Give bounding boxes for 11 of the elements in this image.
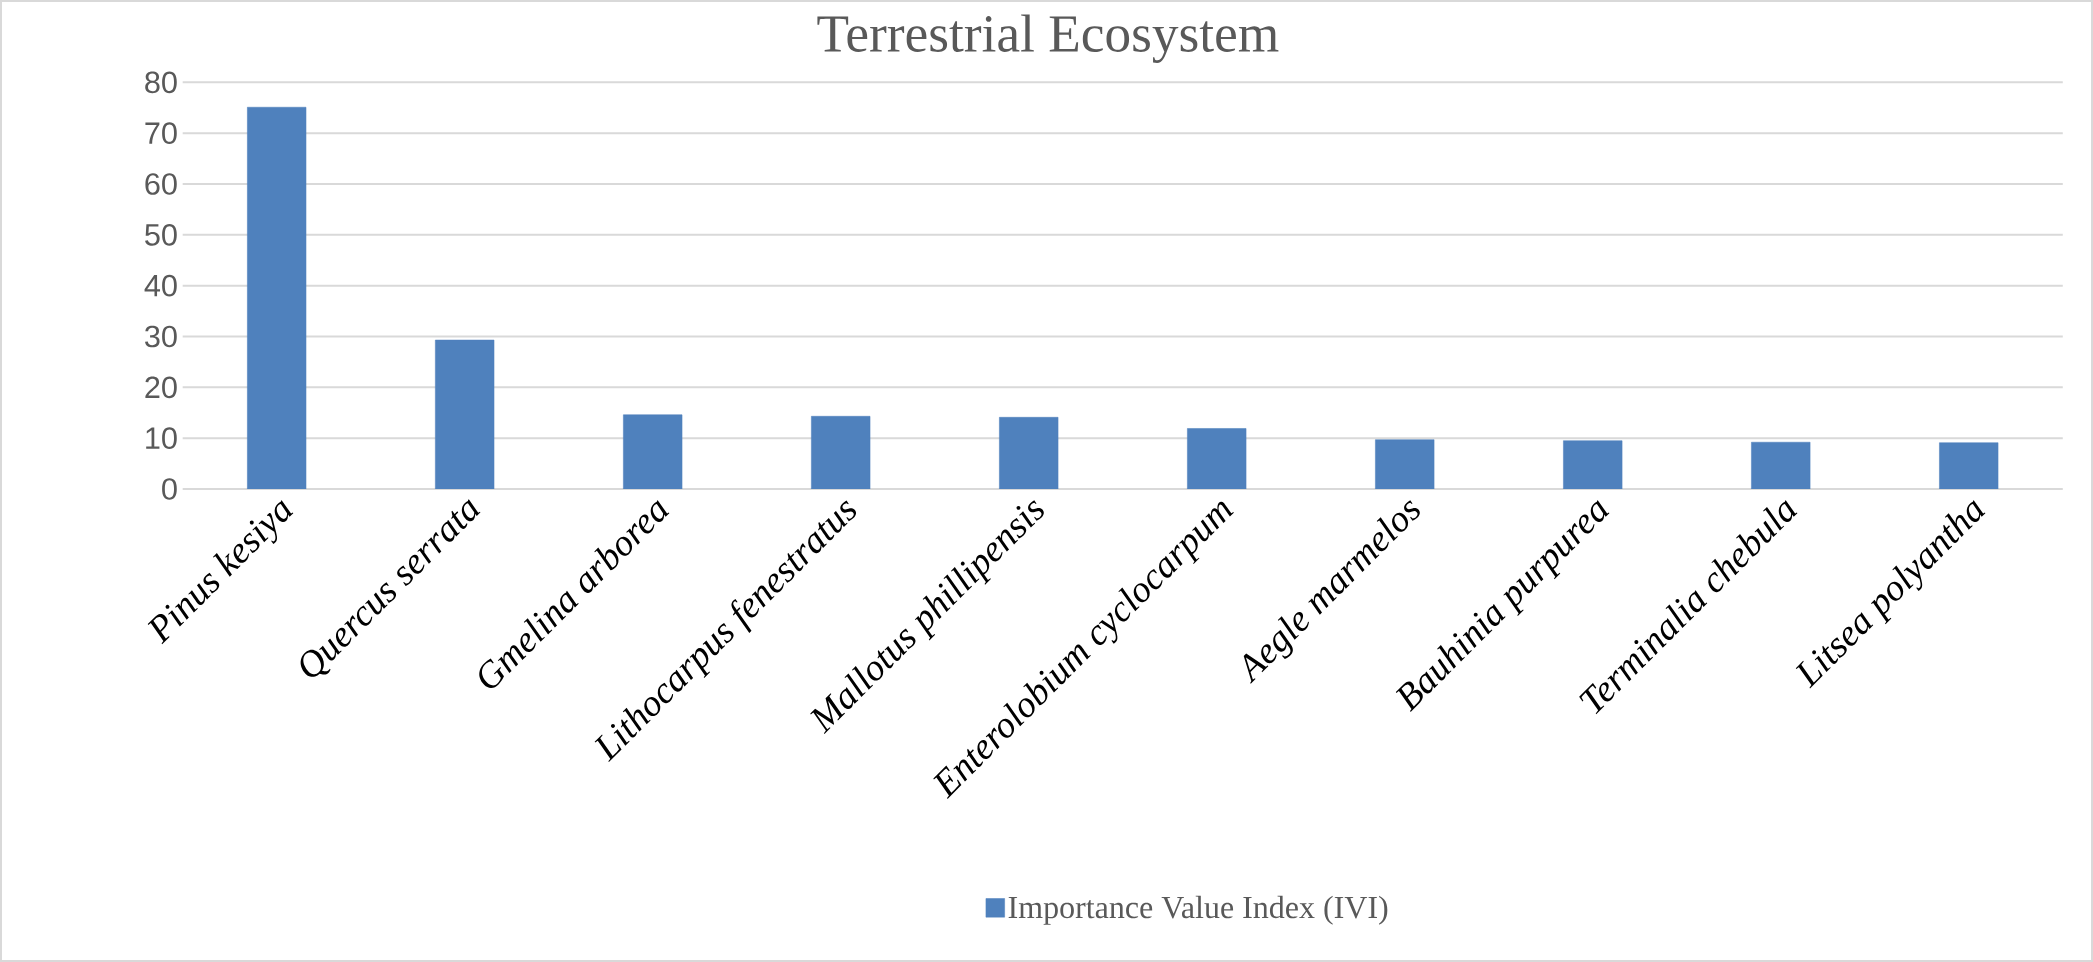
y-tick-label: 10	[146, 427, 177, 450]
y-tick-label: 60	[145, 173, 177, 195]
y-tick-label: 70	[145, 122, 177, 145]
y-tick-label: 80	[145, 71, 177, 94]
y-tick-label: 20	[145, 376, 177, 399]
legend-label: Importance Value Index (IVI)	[1008, 895, 1388, 925]
y-tick-label: 30	[145, 325, 177, 348]
y-tick-label: 0	[162, 478, 177, 500]
y-tick-label: 50	[145, 223, 177, 246]
chart-title: Terrestrial Ecosystem	[817, 14, 1279, 63]
y-tick-label: 40	[144, 274, 177, 297]
